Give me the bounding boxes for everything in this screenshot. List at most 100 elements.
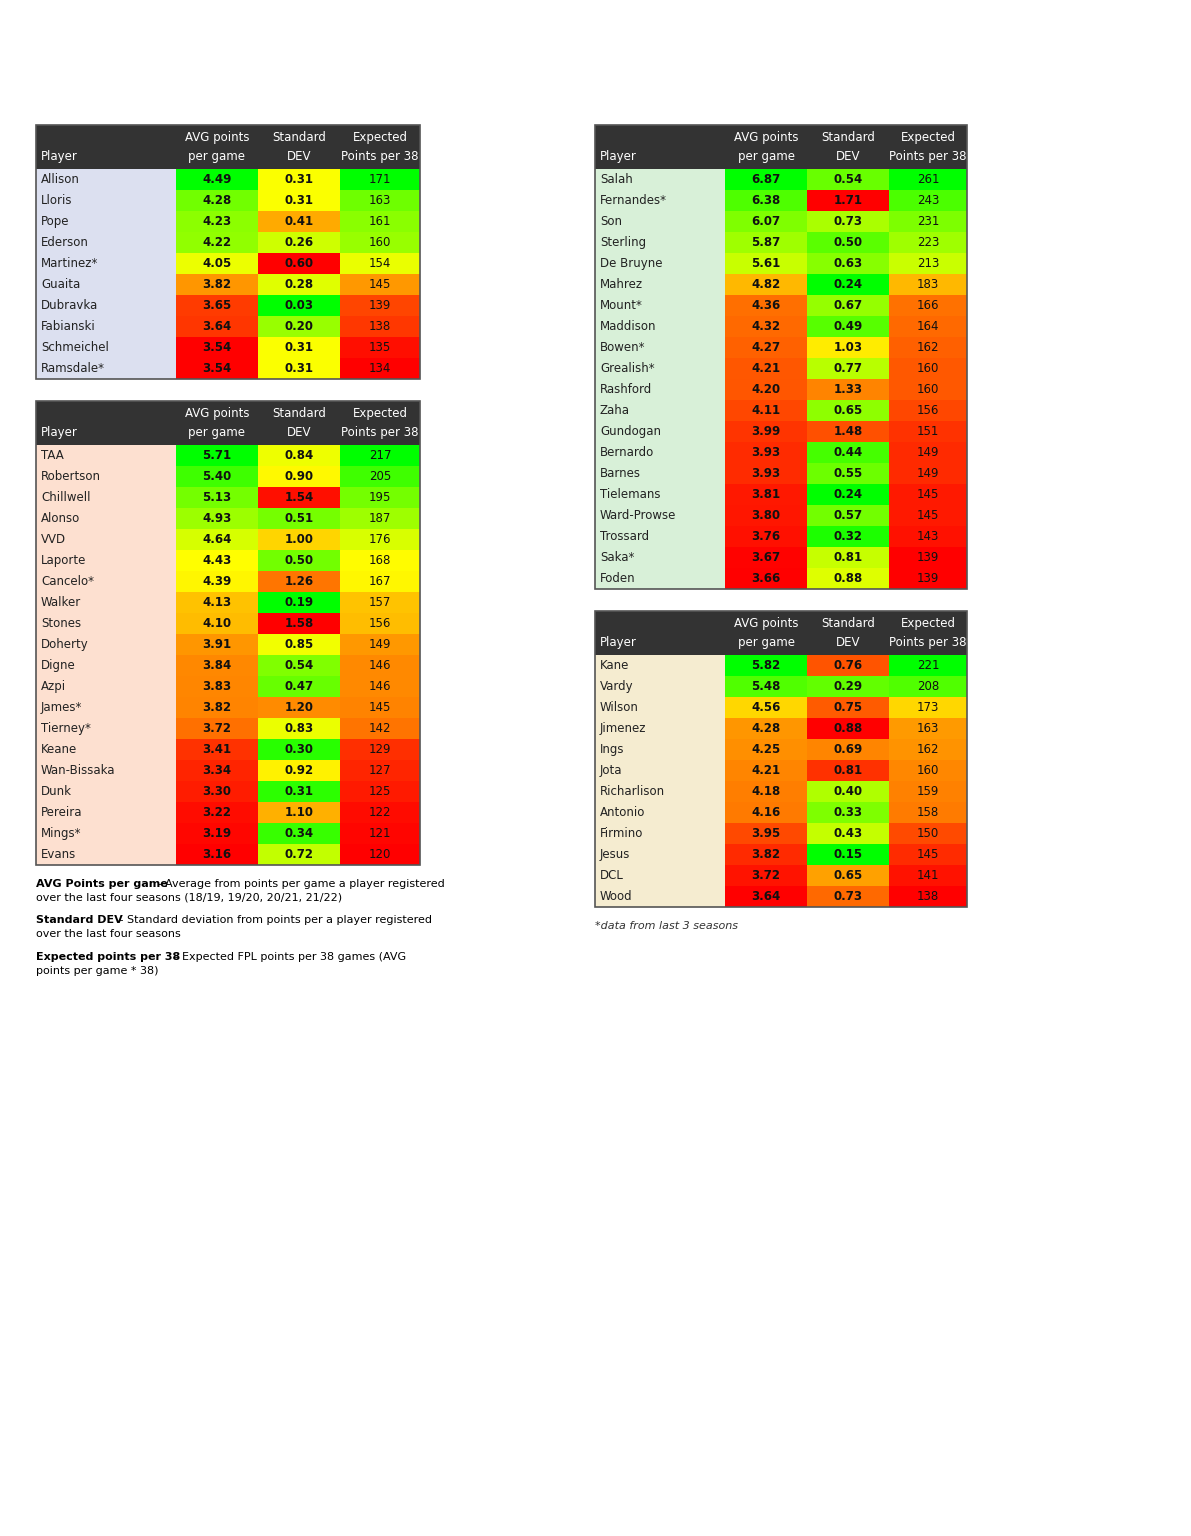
Bar [176,760,258,780]
Bar [596,802,725,823]
Bar [596,169,725,190]
Bar [339,802,420,823]
Text: 139: 139 [369,300,391,312]
Text: 223: 223 [917,235,940,249]
Bar [258,508,339,528]
Bar [807,843,888,865]
Text: Chillwell: Chillwell [40,492,91,504]
Text: Expected points per 38: Expected points per 38 [36,952,180,962]
Text: Vardy: Vardy [600,680,634,693]
Text: 4.27: 4.27 [752,341,780,353]
Bar [888,697,967,717]
Bar [888,802,967,823]
Text: 3.93: 3.93 [752,445,780,459]
Text: 156: 156 [917,404,940,416]
Bar [339,550,420,571]
Bar [725,676,807,697]
Text: 3.41: 3.41 [202,743,231,756]
Bar [596,273,725,295]
Bar [725,802,807,823]
Bar [176,358,258,379]
Bar [36,445,176,465]
Bar [176,780,258,802]
Bar [36,591,176,613]
Text: 162: 162 [917,341,940,353]
Text: Jimenez: Jimenez [600,722,647,734]
Bar [807,210,888,232]
Text: 3.19: 3.19 [202,826,231,840]
Bar [596,295,725,316]
Bar [339,316,420,336]
Bar [596,462,725,484]
Text: 3.82: 3.82 [202,278,231,290]
Text: 3.95: 3.95 [752,826,780,840]
Text: 138: 138 [369,319,391,333]
Bar [725,210,807,232]
Bar [807,336,888,358]
Bar [725,547,807,568]
Text: 160: 160 [917,362,940,375]
Bar [596,611,967,906]
Text: 0.77: 0.77 [834,362,862,375]
Text: Allison: Allison [40,172,80,186]
Bar [36,613,176,634]
Bar [596,190,725,210]
Text: Antonio: Antonio [600,806,646,819]
Text: 5.71: 5.71 [202,449,231,462]
Text: 3.82: 3.82 [202,700,231,714]
Bar [258,613,339,634]
Text: Expected: Expected [900,132,955,144]
Text: Martinez*: Martinez* [40,257,99,270]
Bar [725,717,807,739]
Text: AVG Points per game: AVG Points per game [36,879,168,889]
Bar [176,571,258,591]
Text: Wilson: Wilson [600,700,638,714]
Text: 156: 156 [369,617,391,630]
Text: 0.31: 0.31 [285,362,313,375]
Text: Stones: Stones [40,617,81,630]
Bar [807,802,888,823]
Text: 0.20: 0.20 [285,319,313,333]
Bar [807,232,888,253]
Text: - Standard deviation from points per a player registered: - Standard deviation from points per a p… [116,915,432,925]
Text: 146: 146 [369,659,392,671]
Bar [258,739,339,760]
Text: 3.76: 3.76 [752,530,780,542]
Text: Gundogan: Gundogan [600,425,661,438]
Text: 0.24: 0.24 [834,278,862,290]
Text: 195: 195 [369,492,391,504]
Text: Fabianski: Fabianski [40,319,95,333]
Bar [36,528,176,550]
Text: 4.05: 4.05 [202,257,231,270]
Bar [339,634,420,654]
Bar [36,487,176,508]
Bar [888,886,967,906]
Text: 127: 127 [369,763,392,777]
Bar [725,568,807,588]
Text: Standard: Standard [821,132,875,144]
Text: Schmeichel: Schmeichel [40,341,108,353]
Text: 0.28: 0.28 [285,278,313,290]
Text: *data from last 3 seasons: *data from last 3 seasons [596,920,738,931]
Text: Pereira: Pereira [40,806,82,819]
Text: Expected: Expected [900,617,955,630]
Text: Fernandes*: Fernandes* [600,194,667,207]
Text: 0.31: 0.31 [285,341,313,353]
Text: 4.82: 4.82 [752,278,780,290]
Bar [596,865,725,886]
Text: 168: 168 [369,554,391,567]
Text: Tierney*: Tierney* [40,722,91,734]
Bar [258,487,339,508]
Bar [888,676,967,697]
Text: 1.54: 1.54 [285,492,313,504]
Bar [807,273,888,295]
Text: Maddison: Maddison [600,319,656,333]
Bar [725,358,807,379]
Bar [807,886,888,906]
Bar [725,865,807,886]
Text: 3.30: 3.30 [202,785,231,797]
Bar [596,525,725,547]
Bar [176,550,258,571]
Bar [596,399,725,421]
Bar [807,505,888,525]
